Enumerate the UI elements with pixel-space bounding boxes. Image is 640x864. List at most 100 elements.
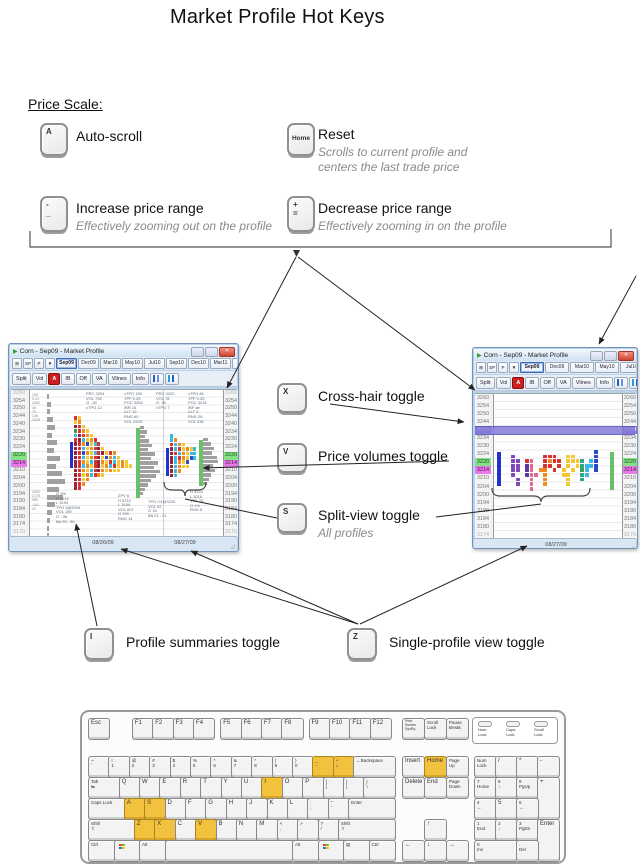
price-scale-left[interactable]: 3260325432503244324032343230322432203214…	[475, 394, 491, 539]
tab-icon-button[interactable]: ▼	[509, 362, 519, 373]
toolbar-vlines-button[interactable]: Vlines	[107, 372, 131, 385]
toolbar-info-button[interactable]: Info	[131, 372, 149, 385]
session-date[interactable]: 08/27/09	[174, 540, 196, 546]
keycap-s: S	[277, 503, 307, 533]
tab-sep09[interactable]: Sep09	[56, 358, 77, 369]
tpo-cell	[561, 473, 566, 477]
tpo-cell	[101, 473, 105, 477]
toolbar-va-button[interactable]: VA	[91, 372, 107, 385]
toolbar-va-button[interactable]: VA	[555, 376, 571, 389]
price-label: 3240	[12, 420, 26, 427]
toolbar-off-button[interactable]: Off	[75, 372, 91, 385]
close-button[interactable]: ✕	[219, 346, 235, 357]
minimize-button[interactable]	[191, 346, 204, 357]
tpo-cell	[566, 463, 571, 468]
price-label: 3174	[623, 531, 637, 538]
tab-sep10[interactable]: Sep10	[166, 358, 187, 369]
tpo-cell	[89, 442, 93, 446]
tab-icon-button[interactable]: SP	[23, 358, 33, 369]
tab-dec09[interactable]: Dec09	[545, 362, 569, 373]
keyboard-illustration: Esc F1 F2 F3 F4 F5 F6 F7 F8 F9 F10 F11 F12 ~ `! 1 @ 2 #…	[80, 710, 566, 864]
tpo-cell	[170, 447, 174, 451]
market-profile-window-left[interactable]: ▶ Corn - Sep09 - Market Profile ✕ ⊞ SP P ▼ S…	[8, 343, 239, 552]
toolbar-vol-button[interactable]: Vol	[495, 376, 512, 389]
toolbar-split-button[interactable]: Split	[476, 376, 495, 389]
tab-mar10[interactable]: Mar10	[570, 362, 594, 373]
resize-grip-icon[interactable]: ◿	[629, 546, 634, 549]
tab-ma[interactable]: Ma	[232, 358, 237, 369]
tab-jul10[interactable]: Jul10	[144, 358, 165, 369]
tab-may10[interactable]: May10	[595, 362, 619, 373]
keycap-i: I	[84, 628, 114, 660]
toolbar-off-button[interactable]: Off	[539, 376, 555, 389]
tpo-cell	[580, 468, 584, 473]
tab-sep09[interactable]: Sep09	[520, 362, 544, 373]
tpo-cell	[170, 469, 174, 473]
chart-area[interactable]	[493, 394, 623, 539]
tab-dec09[interactable]: Dec09	[78, 358, 99, 369]
tpo-cell	[89, 473, 93, 477]
tab-icon-button[interactable]: P	[498, 362, 508, 373]
market-profile-window-right[interactable]: ▶ Corn - Sep09 - Market Profile ✕ ⊞ SP P ▼ S…	[472, 347, 638, 549]
toolbar-ib-button[interactable]: IB	[61, 372, 75, 385]
key-e: E	[159, 777, 182, 799]
connector-line	[598, 275, 637, 345]
tpo-cell	[529, 486, 534, 491]
toolbar-profile-chart-icon[interactable]	[149, 372, 164, 385]
tab-icon-button[interactable]: ⊞	[12, 358, 22, 369]
key-: | \	[363, 777, 396, 799]
tab-icon-button[interactable]: ⊞	[476, 362, 486, 373]
tab-icon-button[interactable]: ▼	[45, 358, 55, 369]
toolbar-profile-chart-icon[interactable]	[613, 376, 628, 389]
tab-mar11[interactable]: Mar11	[210, 358, 231, 369]
tpo-cell	[177, 464, 181, 469]
tab-icon-button[interactable]: P	[34, 358, 44, 369]
price-scale-right[interactable]: 3260325432503244324032343230322432203214…	[622, 394, 637, 539]
toolbar-vol-button[interactable]: Vol	[31, 372, 48, 385]
tpo-cell	[529, 459, 534, 463]
tab-icon-button[interactable]: SP	[487, 362, 497, 373]
minimize-button[interactable]	[590, 350, 603, 361]
toolbar-info-button[interactable]: Info	[595, 376, 613, 389]
key-g: G	[205, 798, 228, 820]
tpo-cell	[74, 460, 78, 464]
close-button[interactable]: ✕	[618, 350, 634, 361]
resize-grip-icon[interactable]: ◿	[230, 544, 235, 550]
key-: { [	[322, 777, 345, 799]
volume-value-bar	[166, 448, 169, 476]
tpo-cell	[81, 460, 85, 464]
chart-area[interactable]: PRC 3254 VOL 708 O -92 xTPO 12 xTPO 150 T…	[29, 390, 224, 537]
keycap-v: V	[277, 443, 307, 473]
key-s: S	[144, 798, 167, 820]
toolbar-a-button[interactable]: A	[512, 376, 525, 389]
tab-jul10[interactable]: Jul10	[620, 362, 636, 373]
toolbar-split-button[interactable]: Split	[12, 372, 31, 385]
session-date[interactable]: 08/27/09	[545, 542, 567, 548]
tab-mar10[interactable]: Mar10	[100, 358, 121, 369]
maximize-button[interactable]	[604, 350, 617, 361]
session-date[interactable]: 08/26/09	[92, 540, 114, 546]
toolbar-volume-chart-icon[interactable]	[628, 376, 637, 389]
tpo-cell	[515, 468, 520, 473]
tab-may10[interactable]: May10	[122, 358, 143, 369]
key-x: X	[154, 819, 177, 841]
maximize-button[interactable]	[205, 346, 218, 357]
tpo-cell	[101, 446, 105, 451]
tpo-cell	[109, 464, 113, 468]
tpo-cell	[594, 450, 598, 454]
window-titlebar[interactable]: ▶ Corn - Sep09 - Market Profile ✕	[10, 345, 237, 357]
key-enter: Enter	[348, 798, 396, 820]
window-titlebar[interactable]: ▶ Corn - Sep09 - Market Profile ✕	[474, 349, 636, 361]
tab-dec10[interactable]: Dec10	[188, 358, 209, 369]
toolbar-vlines-button[interactable]: Vlines	[571, 376, 595, 389]
toolbar-volume-chart-icon[interactable]	[164, 372, 179, 385]
toolbar-ib-button[interactable]: IB	[525, 376, 539, 389]
tpo-cell	[81, 451, 85, 455]
toolbar-a-button[interactable]: A	[48, 372, 61, 385]
price-label: 3200	[224, 482, 238, 489]
key-r: R	[179, 777, 203, 799]
increase-range-note: Effectively zooming out on the profile	[76, 219, 273, 233]
led-label: Num Lock	[478, 727, 487, 737]
